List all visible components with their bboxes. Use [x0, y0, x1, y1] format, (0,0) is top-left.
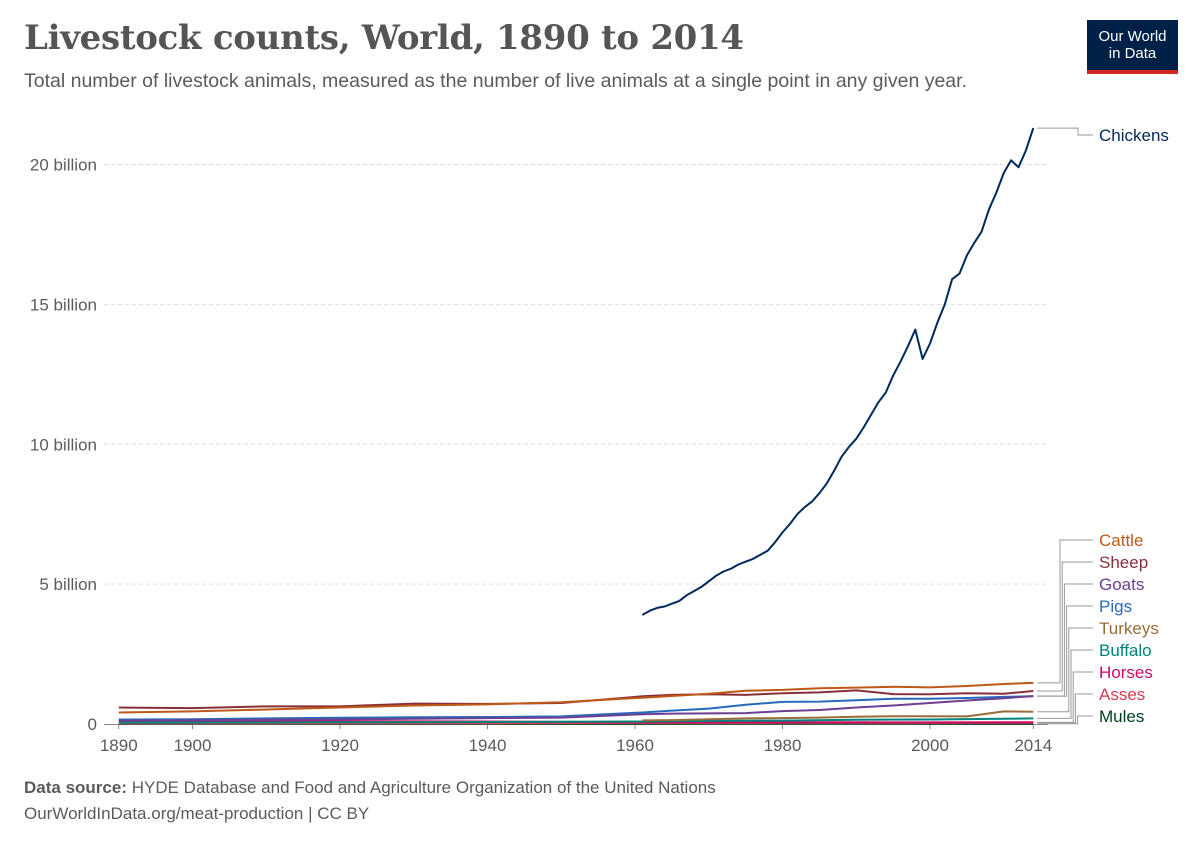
gridlines	[104, 164, 1048, 585]
legend-connector-horses	[1037, 671, 1093, 723]
y-axis: 0 5 billion 10 billion 15 billion 20 billion	[30, 156, 97, 735]
data-source-text: HYDE Database and Food and Agriculture O…	[131, 778, 716, 797]
chart-subtitle: Total number of livestock animals, measu…	[24, 70, 967, 92]
series-line-goats	[118, 695, 1034, 722]
series-line-chickens	[641, 127, 1035, 616]
y-tick-label: 10 billion	[30, 435, 97, 454]
legend-connector-pigs	[1037, 605, 1093, 697]
x-tick-label: 2014	[1014, 736, 1052, 755]
x-tick-label: 1980	[764, 736, 802, 755]
logo-line-1: Our World	[1098, 28, 1167, 45]
logo-line-2: in Data	[1108, 45, 1157, 62]
y-tick-label: 0	[88, 715, 97, 734]
legend-connector-buffalo	[1037, 649, 1093, 719]
legend-connector-sheep	[1037, 561, 1093, 692]
x-tick-label: 1940	[469, 736, 507, 755]
y-tick-label: 15 billion	[30, 295, 97, 314]
y-tick-label: 20 billion	[30, 156, 97, 175]
series-line-turkeys	[642, 710, 1034, 722]
legend: Chickens Cattle Sheep Goats Pigs Turkeys Buffa…	[1037, 126, 1169, 726]
series-lines	[118, 127, 1035, 725]
legend-connector-turkeys	[1037, 627, 1093, 713]
x-tick-label: 1900	[174, 736, 212, 755]
x-tick-label: 2000	[911, 736, 949, 755]
legend-label-turkeys: Turkeys	[1099, 619, 1159, 638]
y-tick-label: 5 billion	[39, 575, 97, 594]
legend-connector-chickens	[1037, 127, 1093, 136]
series-line-buffalo	[118, 717, 1034, 724]
legend-connector-cattle	[1037, 539, 1093, 684]
line-chart: 0 5 billion 10 billion 15 billion 20 billion…	[30, 126, 1169, 755]
series-line-cattle	[118, 681, 1034, 714]
legend-label-asses: Asses	[1099, 685, 1145, 704]
x-tick-label: 1920	[321, 736, 359, 755]
chart-title: Livestock counts, World, 1890 to 2014	[24, 18, 744, 58]
data-source: Data source: HYDE Database and Food and …	[24, 778, 716, 798]
series-line-horses	[118, 720, 1034, 724]
series-line-pigs	[118, 695, 1034, 721]
legend-label-chickens: Chickens	[1099, 126, 1169, 145]
legend-label-mules: Mules	[1099, 707, 1144, 726]
data-source-label: Data source:	[24, 778, 127, 797]
owid-logo[interactable]: Our World in Data	[1087, 20, 1178, 74]
source-url-link[interactable]: OurWorldInData.org/meat-production	[24, 804, 304, 823]
license-line: OurWorldInData.org/meat-production | CC …	[24, 804, 369, 824]
legend-label-goats: Goats	[1099, 575, 1144, 594]
legend-label-horses: Horses	[1099, 663, 1153, 682]
license-link[interactable]: CC BY	[317, 804, 370, 823]
legend-connector-asses	[1037, 693, 1093, 724]
legend-label-cattle: Cattle	[1099, 531, 1143, 550]
legend-connector-goats	[1037, 583, 1093, 697]
legend-label-sheep: Sheep	[1099, 553, 1148, 572]
legend-label-pigs: Pigs	[1099, 597, 1132, 616]
legend-label-buffalo: Buffalo	[1099, 641, 1152, 660]
legend-connector-mules	[1037, 715, 1093, 725]
footer-separator: |	[308, 804, 313, 823]
x-axis: 1890 1900 1920 1940 1960 1980 2000 2014	[100, 724, 1052, 755]
x-tick-label: 1890	[100, 736, 138, 755]
x-tick-label: 1960	[616, 736, 654, 755]
